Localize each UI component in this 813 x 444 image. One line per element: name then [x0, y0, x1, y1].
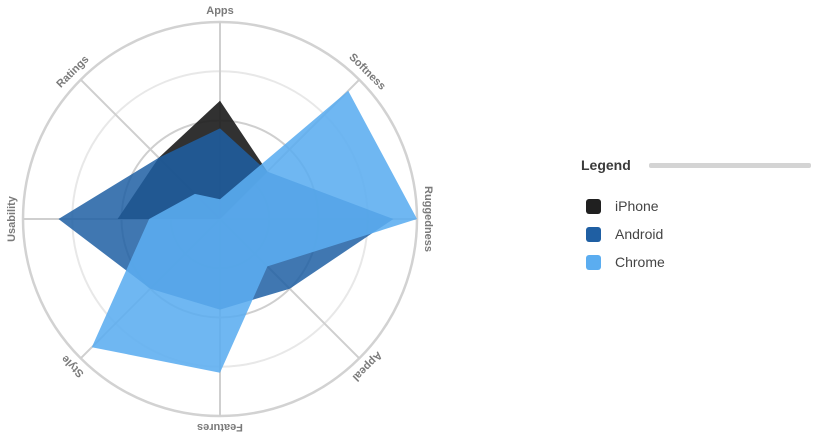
legend-title: Legend [581, 157, 631, 173]
radar-chart: AppsSoftnessRuggednessAppealFeaturesStyl… [6, 5, 434, 433]
legend-swatch [586, 226, 601, 242]
legend-swatch [586, 254, 601, 270]
legend-label: iPhone [615, 198, 659, 214]
legend-item-android[interactable]: Android [581, 220, 811, 248]
legend-label: Android [615, 226, 664, 242]
legend-divider [648, 162, 811, 168]
legend-list: iPhone Android Chrome [581, 192, 811, 276]
legend-label: Chrome [615, 254, 665, 270]
radar-series [58, 90, 418, 373]
axis-label-ruggedness: Ruggedness [422, 186, 434, 252]
legend-header: Legend [581, 152, 811, 178]
legend-item-chrome[interactable]: Chrome [581, 248, 811, 276]
legend: Legend iPhone Android Chrome [581, 152, 811, 276]
axis-label-features: Features [197, 421, 243, 433]
legend-item-iphone[interactable]: iPhone [581, 192, 811, 220]
series-chrome[interactable] [91, 90, 418, 373]
axis-label-usability: Usability [6, 195, 18, 242]
legend-swatch [586, 198, 601, 214]
axis-label-apps: Apps [206, 5, 234, 17]
